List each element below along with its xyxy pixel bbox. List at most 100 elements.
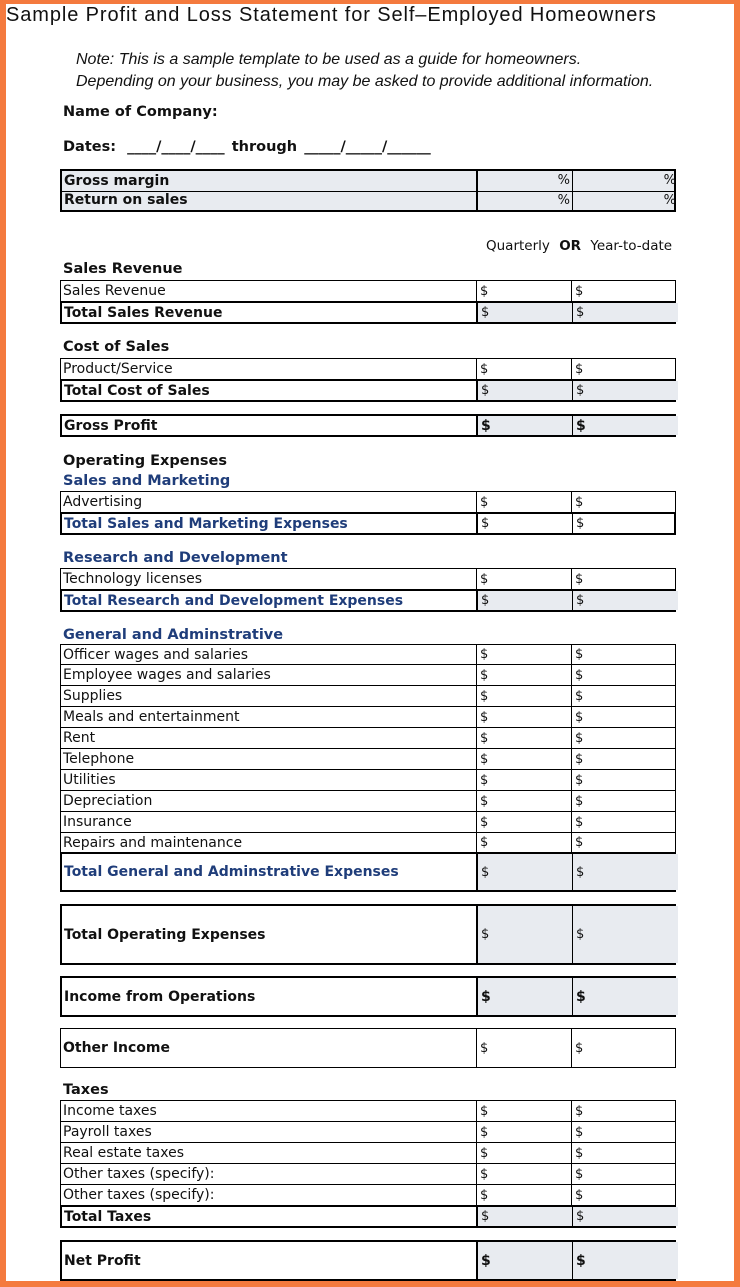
quarterly-cell[interactable]: $ [478, 854, 573, 890]
row-label: Meals and entertainment [61, 707, 477, 727]
row-label: Gross Profit [62, 416, 478, 435]
ytd-cell[interactable]: $ [575, 793, 584, 809]
quarterly-cell[interactable]: $ [477, 1029, 572, 1067]
quarterly-cell[interactable]: $ [477, 645, 572, 664]
quarterly-cell[interactable]: $ [477, 1164, 572, 1184]
ytd-cell[interactable]: $ [575, 283, 584, 299]
ytd-cell[interactable]: $ [575, 751, 584, 767]
quarterly-cell[interactable]: $ [477, 728, 572, 748]
ytd-cell[interactable]: $ [575, 1166, 584, 1182]
ytd-cell[interactable]: $ [575, 1040, 584, 1056]
quarterly-cell[interactable]: $ [477, 1185, 572, 1205]
total-cost-of-sales-row: Total Cost of Sales $ $ [60, 379, 678, 402]
ytd-cell[interactable]: $ [575, 688, 584, 704]
quarterly-cell[interactable]: $ [478, 416, 573, 435]
quarterly-cell[interactable]: $ [477, 812, 572, 832]
ytd-cell[interactable]: $ [575, 814, 584, 830]
ytd-cell[interactable]: $ [575, 667, 584, 683]
ytd-cell[interactable]: $ [573, 1242, 678, 1279]
ytd-cell[interactable]: $ [576, 516, 585, 531]
quarterly-cell[interactable]: $ [477, 686, 572, 706]
ytd-cell[interactable]: $ [575, 730, 584, 746]
quarterly-cell[interactable]: $ [477, 707, 572, 727]
return-on-sales-ytd[interactable]: % [663, 192, 676, 208]
quarterly-cell[interactable]: $ [477, 665, 572, 685]
ytd-cell[interactable]: $ [573, 381, 678, 400]
gross-margin-ytd[interactable]: % [663, 173, 676, 189]
ytd-cell[interactable]: $ [575, 571, 584, 587]
ytd-cell[interactable]: $ [573, 854, 678, 890]
depreciation-row: Depreciation $ $ [60, 790, 676, 812]
ytd-cell[interactable]: $ [575, 1103, 584, 1119]
taxes-heading: Taxes [63, 1082, 109, 1098]
row-label: Supplies [61, 686, 477, 706]
telephone-row: Telephone $ $ [60, 748, 676, 770]
total-taxes-row: Total Taxes $ $ [60, 1205, 678, 1228]
quarterly-cell[interactable]: $ [478, 591, 573, 610]
quarterly-cell[interactable]: $ [478, 978, 573, 1015]
ytd-cell[interactable]: $ [575, 494, 584, 510]
row-label: Sales Revenue [61, 281, 477, 301]
operating-expenses-heading: Operating Expenses [63, 453, 228, 469]
quarterly-cell[interactable]: $ [477, 1122, 572, 1142]
quarterly-cell[interactable]: $ [477, 833, 572, 852]
quarterly-cell[interactable]: $ [478, 514, 573, 533]
officer-wages-row: Officer wages and salaries $ $ [60, 644, 676, 665]
page-title: Sample Profit and Loss Statement for Sel… [6, 4, 657, 26]
ytd-cell[interactable]: $ [573, 303, 678, 322]
ytd-cell[interactable]: $ [575, 835, 584, 850]
ytd-cell[interactable]: $ [575, 709, 584, 725]
ytd-cell[interactable]: $ [575, 772, 584, 788]
row-label: Total Cost of Sales [62, 381, 478, 400]
row-label: Telephone [61, 749, 477, 769]
dates-to-blank[interactable]: _____/_____/______ [304, 139, 431, 155]
gross-margin-label: Gross margin [64, 172, 170, 189]
quarterly-cell[interactable]: $ [478, 1242, 573, 1279]
dates-from-blank[interactable]: ____/____/____ [127, 139, 225, 155]
return-on-sales-quarterly[interactable]: % [557, 192, 570, 208]
row-label: Total General and Adminstrative Expenses [62, 854, 478, 890]
net-profit-row: Net Profit $ $ [60, 1240, 678, 1281]
quarterly-cell[interactable]: $ [478, 906, 573, 963]
real-estate-taxes-row: Real estate taxes $ $ [60, 1142, 676, 1164]
quarterly-cell[interactable]: $ [477, 281, 572, 301]
row-label: Rent [61, 728, 477, 748]
ytd-cell[interactable]: $ [573, 416, 678, 435]
ytd-cell[interactable]: $ [575, 647, 584, 662]
repairs-maintenance-row: Repairs and maintenance $ $ [60, 832, 676, 853]
other-taxes-row-1: Other taxes (specify): $ $ [60, 1163, 676, 1185]
payroll-taxes-row: Payroll taxes $ $ [60, 1121, 676, 1143]
quarterly-cell[interactable]: $ [478, 303, 573, 322]
row-label: Other Income [61, 1029, 477, 1067]
ytd-cell[interactable]: $ [573, 978, 678, 1015]
quarterly-cell[interactable]: $ [477, 569, 572, 589]
row-label: Income taxes [61, 1101, 477, 1121]
quarterly-cell[interactable]: $ [477, 359, 572, 379]
row-label: Total Sales Revenue [62, 303, 478, 322]
quarterly-cell[interactable]: $ [477, 749, 572, 769]
dates-label: Dates: [63, 139, 117, 155]
gross-margin-quarterly[interactable]: % [557, 173, 570, 189]
ytd-cell[interactable]: $ [573, 1207, 678, 1226]
sales-marketing-heading: Sales and Marketing [63, 473, 231, 489]
cost-of-sales-heading: Cost of Sales [63, 339, 170, 355]
quarterly-cell[interactable]: $ [477, 492, 572, 512]
quarterly-cell[interactable]: $ [478, 381, 573, 400]
rent-row: Rent $ $ [60, 727, 676, 749]
ytd-cell[interactable]: $ [575, 361, 584, 377]
quarterly-cell[interactable]: $ [477, 791, 572, 811]
quarterly-cell[interactable]: $ [477, 770, 572, 790]
income-from-operations-row: Income from Operations $ $ [60, 976, 678, 1017]
quarterly-cell[interactable]: $ [478, 1207, 573, 1226]
ytd-cell[interactable]: $ [575, 1145, 584, 1161]
row-label: Income from Operations [62, 978, 478, 1015]
total-sales-revenue-row: Total Sales Revenue $ $ [60, 301, 678, 324]
row-label: Other taxes (specify): [61, 1164, 477, 1184]
ytd-cell[interactable]: $ [575, 1124, 584, 1140]
company-name-label: Name of Company: [63, 104, 218, 120]
quarterly-cell[interactable]: $ [477, 1101, 572, 1121]
ytd-cell[interactable]: $ [573, 591, 678, 610]
ytd-cell[interactable]: $ [573, 906, 678, 963]
ytd-cell[interactable]: $ [575, 1187, 584, 1203]
quarterly-cell[interactable]: $ [477, 1143, 572, 1163]
